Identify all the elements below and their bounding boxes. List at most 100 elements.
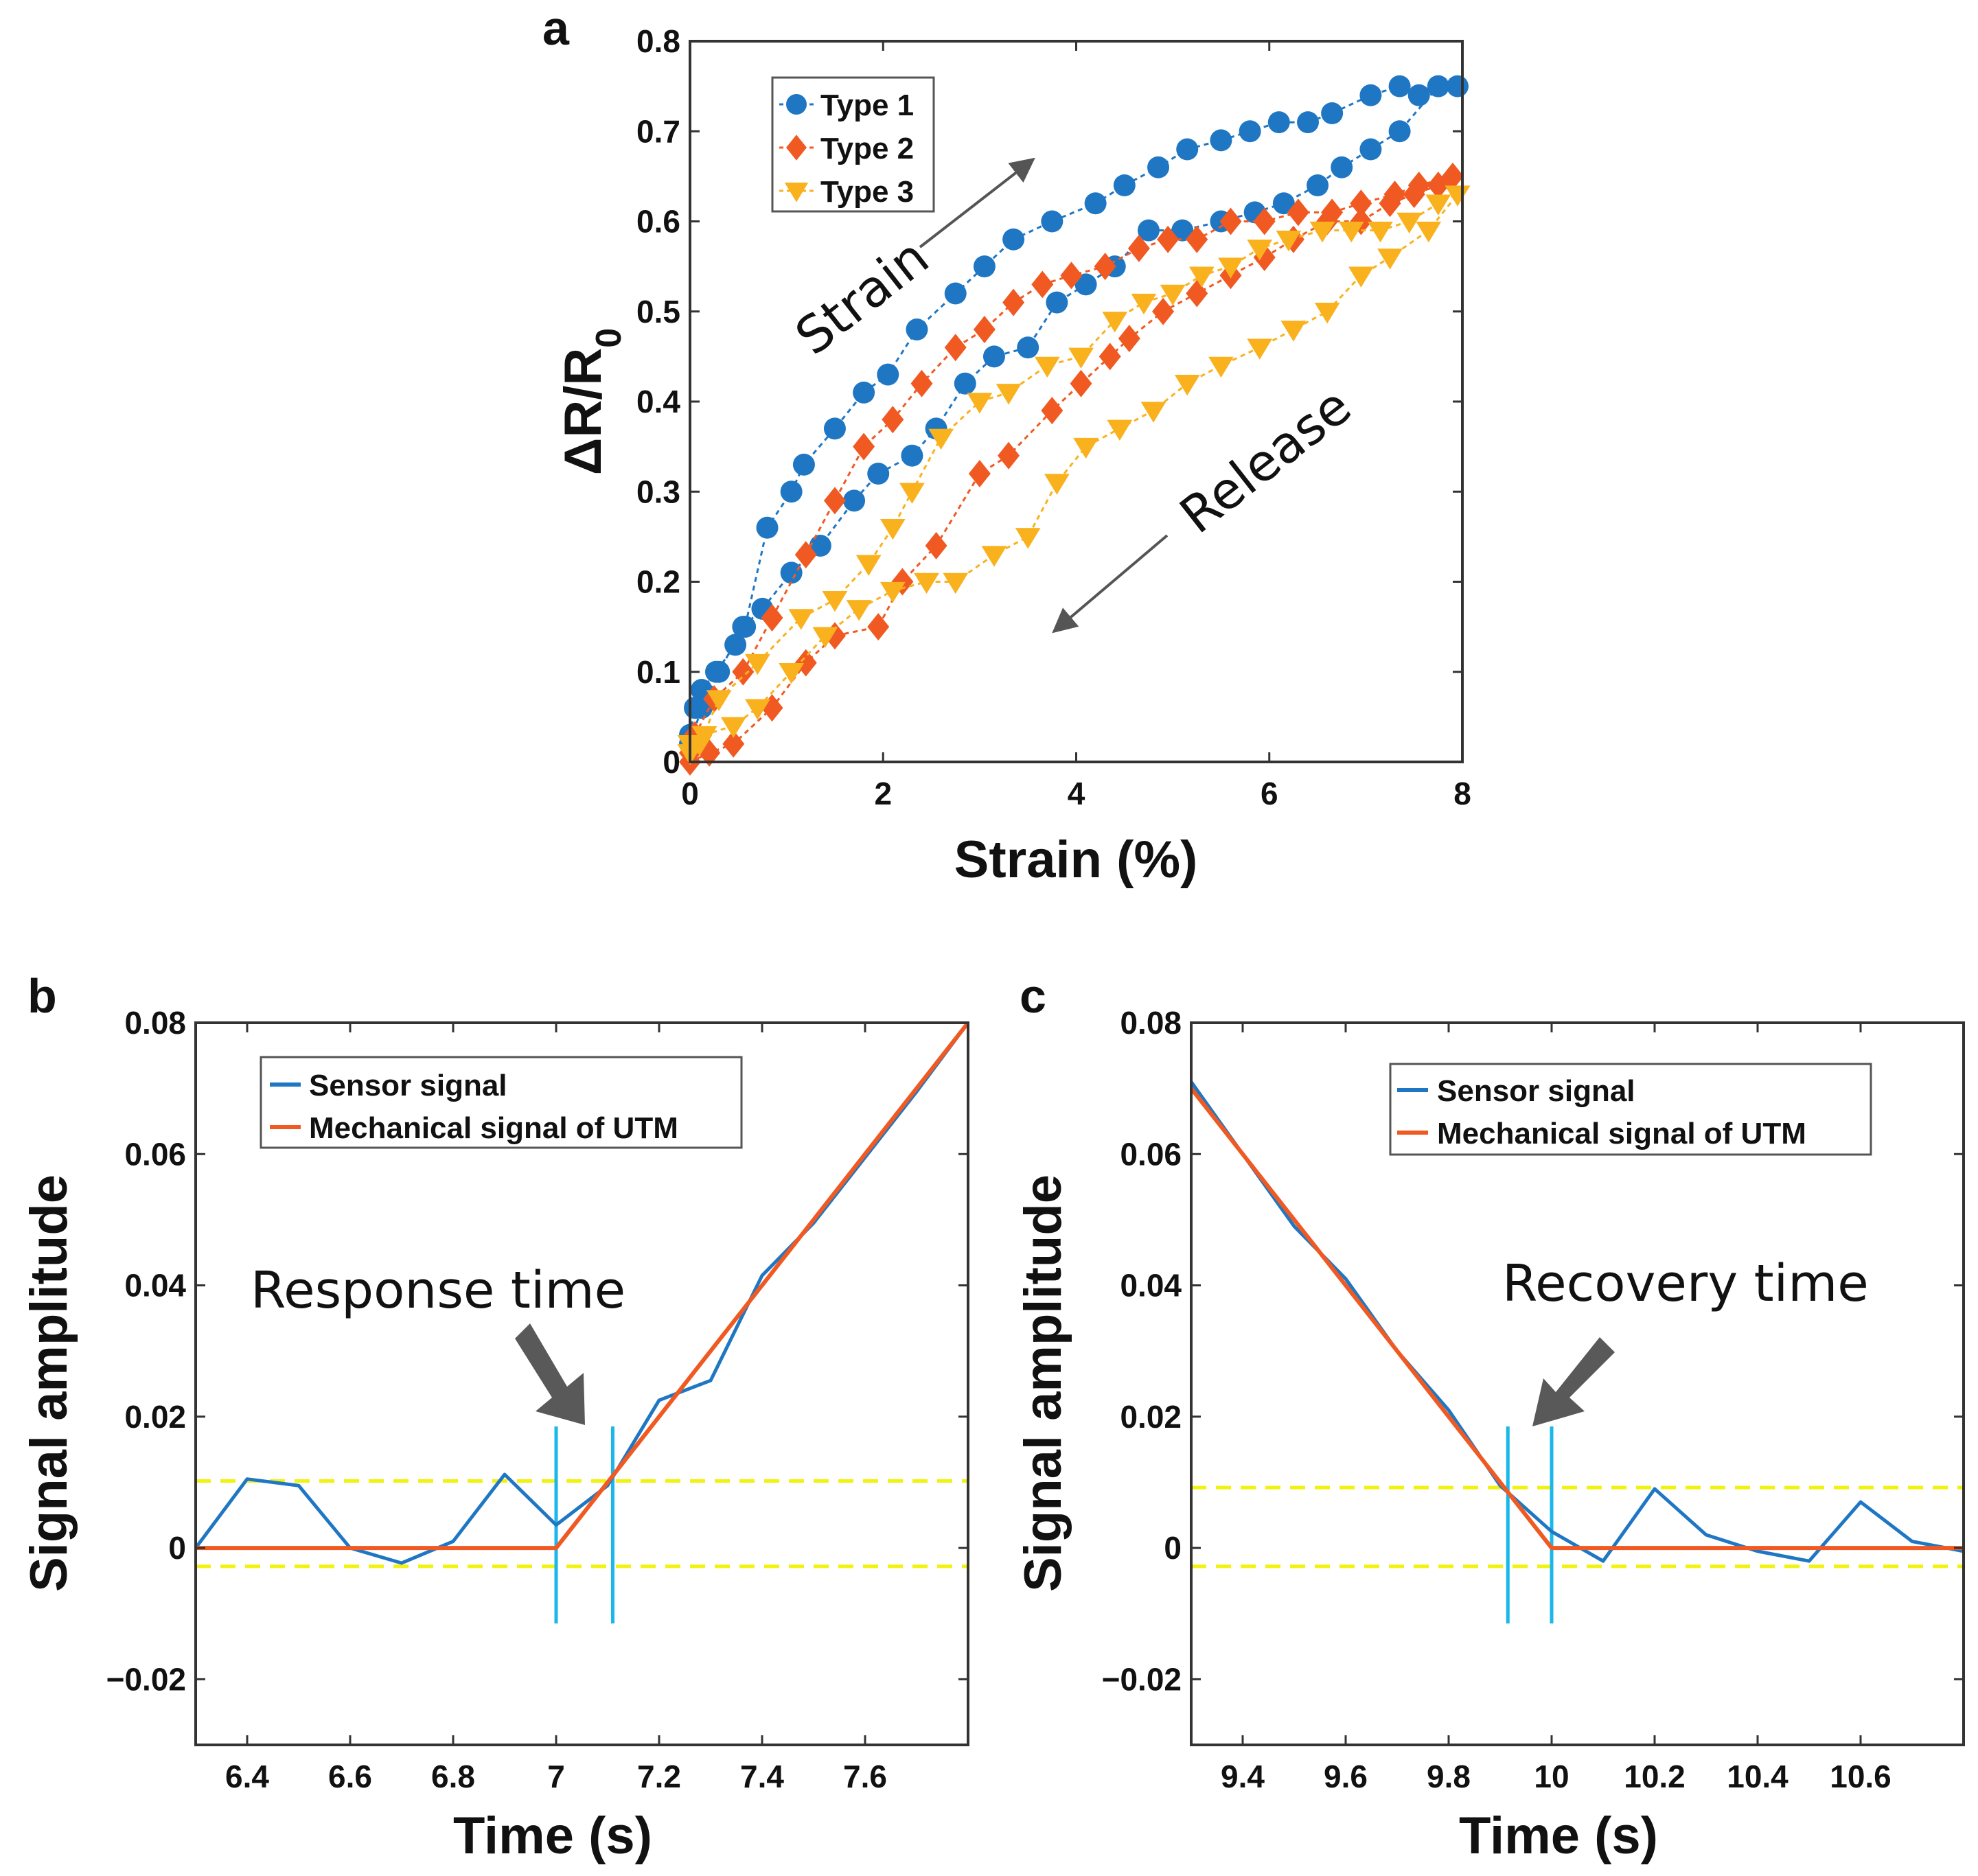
type3-point (1015, 528, 1041, 549)
panel-c-ytick-label: 0.02 (1120, 1399, 1182, 1435)
type3-point (1445, 185, 1471, 207)
panel-a-xtick-label: 6 (1261, 776, 1278, 811)
type2-point (1219, 207, 1242, 235)
type2-point (1094, 253, 1116, 281)
panel-c-xtick-label: 10 (1534, 1759, 1569, 1794)
type3-point (1034, 356, 1060, 378)
panel-a-xtick-label: 8 (1453, 776, 1471, 811)
panel-a-xtick-label: 0 (681, 776, 699, 811)
legend-type3-marker (784, 183, 809, 202)
type1-point (954, 372, 976, 395)
type1-point (1046, 291, 1068, 314)
release-arrow (1052, 534, 1169, 634)
type3-point (1107, 419, 1133, 441)
panel-a-ytick-label: 0 (663, 744, 680, 780)
type2-point (1157, 225, 1180, 253)
panel-b-ytick-label: 0.06 (124, 1136, 186, 1172)
type1-point (944, 282, 967, 305)
type3-point (1247, 338, 1273, 360)
type2-point (1186, 279, 1208, 308)
panel-b-ticks: 6.4 6.6 6.8 7 7.2 7.4 7.6 −0.02 0 0.02 0.04 0.06 0.0… (106, 1005, 968, 1794)
type2-point (1041, 397, 1063, 425)
type2-point (1099, 343, 1121, 371)
type3-point (720, 717, 746, 739)
panel-c-plot-area (1189, 1080, 1964, 1624)
panel-c-letter: c (1020, 969, 1046, 1023)
panel-a-ylabel-main: ΔR/R (554, 348, 612, 476)
panel-a-ytick-label: 0.2 (636, 564, 680, 600)
type3-point (1314, 302, 1340, 324)
type3-point (706, 690, 732, 711)
type3-point (914, 572, 939, 594)
legend-type1-label: Type 1 (820, 89, 914, 122)
panel-b-ytick-label: 0.04 (124, 1268, 186, 1304)
type2-point (882, 406, 904, 434)
panel-a-ylabel: ΔR/R0 (554, 328, 629, 475)
type1-point (1321, 102, 1344, 124)
type1-point (1171, 219, 1194, 242)
type3-point (1174, 374, 1200, 396)
type1-point (756, 516, 779, 539)
panel-b-xtick-label: 7.2 (637, 1759, 681, 1794)
panel-a-xlabel: Strain (%) (954, 831, 1198, 889)
type2-point (973, 316, 996, 343)
type1-point (1297, 111, 1319, 134)
type2-point (1118, 325, 1140, 353)
type3-point (1276, 230, 1302, 252)
legend-type3-label: Type 3 (820, 175, 914, 209)
type1-point (906, 319, 928, 340)
type3-point (1247, 240, 1273, 261)
type1-point (1407, 84, 1430, 106)
type2-point (794, 541, 817, 569)
type1-point (724, 634, 747, 656)
panel-c-ytick-label: 0.04 (1120, 1268, 1182, 1304)
panel-a-ytick-label: 0.6 (636, 204, 680, 240)
panel-c-ticks: 9.4 9.6 9.8 10 10.2 10.4 10.6 −0.02 0 0.02 0.04 0.0… (1102, 1005, 1964, 1794)
type2-point (1127, 234, 1150, 262)
panel-b-legend-mech-label: Mechanical signal of UTM (309, 1111, 678, 1145)
type2-point (1253, 207, 1276, 235)
type1-point (1388, 120, 1411, 143)
type1-point (901, 444, 923, 467)
panel-b-xtick-label: 7.4 (740, 1759, 784, 1794)
type3-point (879, 581, 906, 603)
strain-annotation: Strain (785, 227, 940, 367)
type1-point (1137, 219, 1160, 242)
panel-c-ytick-label: −0.02 (1102, 1661, 1182, 1697)
panel-c-axes-box (1190, 1021, 1965, 1746)
type2-point (823, 487, 846, 515)
panel-b-letter: b (27, 969, 57, 1023)
legend-type2-marker (786, 135, 807, 161)
type3-point (1218, 257, 1243, 279)
panel-a-ytick-label: 0.7 (636, 113, 680, 149)
panel-a-legend-entries (779, 94, 814, 202)
panel-b-ytick-label: 0 (168, 1530, 186, 1566)
type2-point (1350, 189, 1372, 218)
type2-point (1427, 172, 1449, 199)
type2-point (925, 532, 947, 559)
type3-point (1348, 266, 1374, 288)
panel-b-xtick-label: 6.6 (328, 1759, 372, 1794)
type1-point (1176, 138, 1199, 161)
type3-point (1280, 321, 1307, 342)
type3-point (899, 483, 925, 504)
type1-point (823, 417, 846, 440)
type2-point (944, 334, 967, 362)
type2-point (761, 604, 783, 632)
type2-point (1152, 297, 1175, 325)
panel-c-legend-box (1389, 1063, 1872, 1156)
panel-a-ylabel-sub: 0 (589, 328, 629, 348)
panel-c-ytick-label: 0 (1164, 1530, 1182, 1566)
type3-point (996, 384, 1022, 405)
type3-point (1131, 293, 1157, 315)
panel-c: c 9.4 9.6 9.8 10 10.2 10.4 10.6 −0.02 0 0.02 0.04 0… (1014, 969, 1965, 1865)
type3-point (1416, 221, 1442, 243)
type3-point (788, 609, 814, 630)
type1-point (1074, 273, 1097, 296)
panel-b-ytick-label: 0.08 (124, 1005, 186, 1041)
type3-point (846, 600, 872, 621)
panel-b-plot-area (194, 1021, 970, 1624)
type3-point (855, 555, 882, 576)
panel-c-xtick-label: 9.8 (1427, 1759, 1471, 1794)
panel-a-plot-area (677, 75, 1471, 776)
